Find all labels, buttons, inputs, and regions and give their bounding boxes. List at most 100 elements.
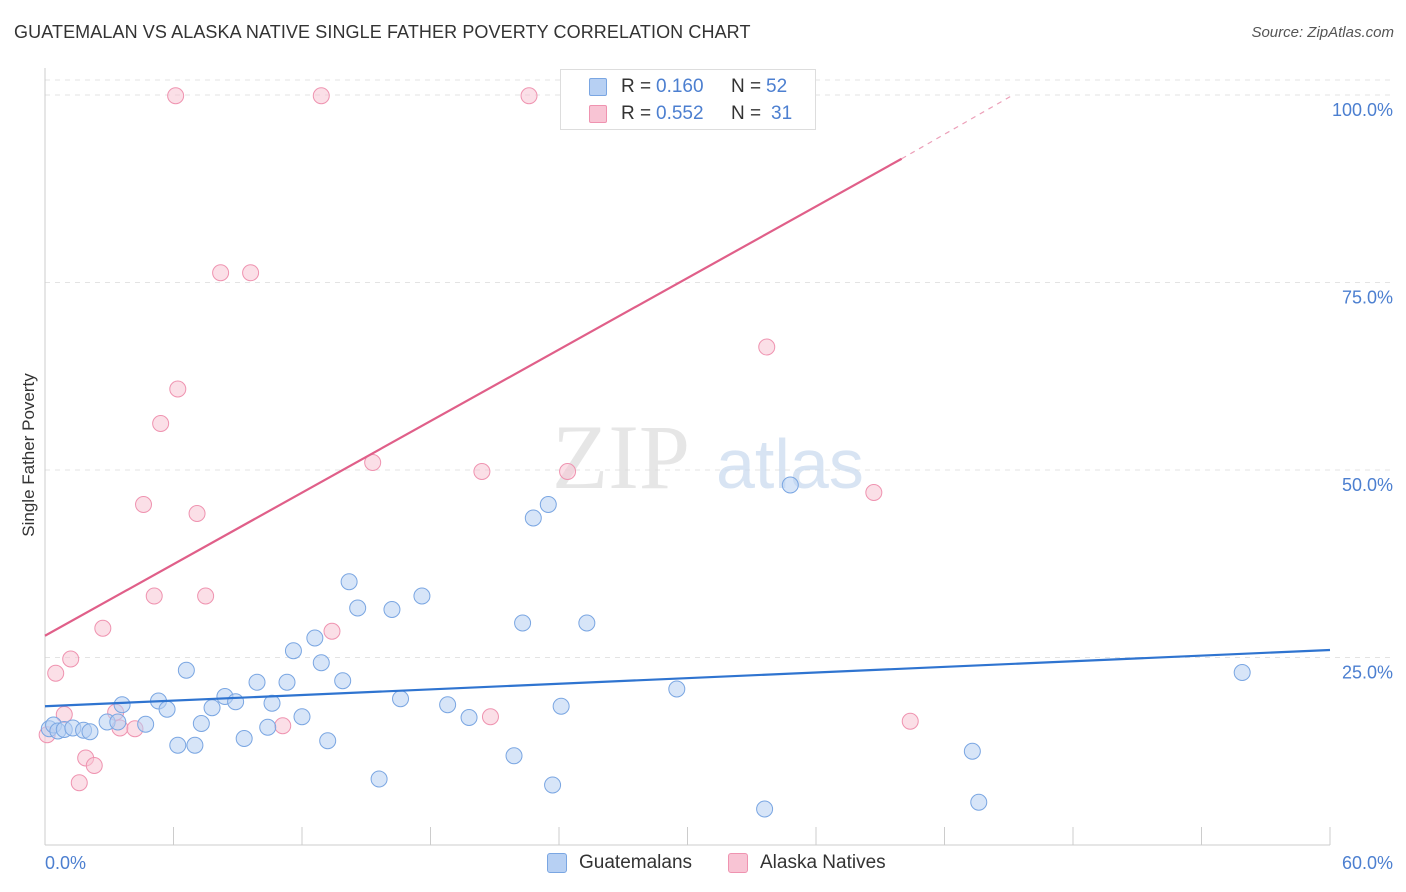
alaska-natives-swatch: [589, 105, 607, 123]
guatemalans-point: [970, 793, 988, 811]
guatemalans-point: [278, 673, 296, 691]
guatemalans-swatch: [589, 78, 607, 96]
alaska-natives-point: [242, 264, 260, 282]
guatemalans-point: [81, 723, 99, 741]
guatemalans-trend-line: [44, 648, 1331, 708]
guatemalans-legend-swatch: [547, 853, 567, 873]
guatemalans-point: [349, 599, 367, 617]
r-value: 0.160: [656, 76, 704, 97]
stats-legend: R = 0.160 N = 52 R = 0.552 N = 31: [560, 69, 816, 130]
axes: [44, 68, 1331, 846]
alaska-natives-point: [47, 664, 65, 682]
alaska-natives-point: [758, 338, 776, 356]
trend-lines: [44, 94, 1331, 708]
r-label: R =: [621, 76, 652, 97]
guatemalans-point: [186, 736, 204, 754]
chart-title: GUATEMALAN VS ALASKA NATIVE SINGLE FATHE…: [14, 22, 751, 42]
guatemalans-point: [524, 509, 542, 527]
guatemalans-point: [259, 718, 277, 736]
guatemalans-point: [340, 573, 358, 591]
alaska-natives-point: [85, 757, 103, 774]
n-value: 31: [771, 103, 793, 124]
alaska-natives-trend-extension: [901, 94, 1014, 160]
alaska-natives-point: [559, 463, 577, 480]
guatemalans-point: [177, 661, 195, 679]
guatemalans-point: [113, 696, 131, 714]
watermark-zip: ZIP: [552, 406, 690, 508]
gridlines: [45, 79, 1395, 658]
alaska-natives-point: [188, 505, 206, 522]
guatemalans-point: [552, 697, 570, 715]
watermark: ZIP atlas: [552, 406, 864, 508]
guatemalans-point: [293, 708, 311, 726]
guatemalans-point: [413, 587, 431, 605]
x-tick-label-min: 0.0%: [45, 853, 86, 873]
guatemalans-point: [227, 693, 245, 711]
n-label: N =: [731, 103, 762, 124]
alaska-natives-point: [865, 484, 883, 501]
guatemalans-point: [203, 699, 221, 717]
guatemalans-point: [514, 614, 532, 632]
alaska-natives-legend-swatch: [728, 853, 748, 873]
guatemalans-point: [963, 742, 981, 760]
guatemalans-point: [370, 770, 388, 788]
alaska-natives-point: [197, 587, 215, 605]
guatemalans-point: [392, 690, 410, 708]
guatemalans-point: [334, 672, 352, 690]
alaska-natives-point: [135, 496, 153, 513]
alaska-natives-point: [473, 463, 491, 480]
legend-label: Guatemalans: [579, 852, 693, 873]
guatemalans-point: [235, 730, 253, 747]
guatemalans-point: [439, 696, 457, 714]
alaska-natives-point: [70, 774, 88, 792]
r-value: 0.552: [656, 103, 704, 124]
guatemalans-point: [158, 700, 176, 718]
guatemalans-point: [312, 654, 330, 672]
alaska-natives-point: [167, 87, 185, 105]
y-tick-label: 100.0%: [1332, 100, 1393, 120]
guatemalans-point: [544, 776, 562, 794]
guatemalans-point: [1233, 664, 1251, 681]
n-label: N =: [731, 76, 762, 97]
alaska-natives-trend-line: [44, 157, 903, 637]
alaska-natives-point: [62, 650, 80, 668]
guatemalans-point: [781, 476, 799, 494]
source-credit: Source: ZipAtlas.com: [1251, 24, 1394, 41]
guatemalans-point: [192, 715, 210, 732]
legend-label: Alaska Natives: [760, 852, 886, 873]
guatemalans-point: [169, 736, 187, 754]
guatemalans-point: [284, 642, 302, 660]
alaska-natives-point: [169, 380, 187, 398]
alaska-natives-point: [212, 264, 230, 282]
guatemalans-point: [756, 800, 774, 818]
alaska-natives-point: [94, 619, 112, 637]
guatemalans-point: [137, 715, 155, 733]
guatemalans-point: [668, 680, 686, 698]
x-tick-label-max: 60.0%: [1342, 853, 1393, 873]
y-axis-label: Single Father Poverty: [19, 373, 38, 537]
alaska-natives-point: [145, 587, 163, 605]
alaska-natives-point: [481, 708, 499, 726]
tick-labels: 25.0% 50.0% 75.0% 100.0% 0.0% 60.0%: [45, 100, 1393, 873]
guatemalans-point: [460, 709, 478, 726]
r-label: R =: [621, 103, 652, 124]
guatemalans-point: [306, 629, 324, 647]
guatemalans-points: [40, 476, 1251, 818]
guatemalans-point: [109, 713, 127, 731]
alaska-natives-point: [152, 415, 170, 432]
guatemalans-point: [539, 496, 557, 513]
alaska-natives-point: [323, 622, 341, 640]
alaska-natives-point: [312, 87, 330, 105]
alaska-natives-point: [520, 87, 538, 105]
guatemalans-point: [319, 732, 337, 750]
guatemalans-point: [383, 601, 401, 618]
guatemalans-point: [505, 747, 523, 765]
guatemalans-point: [578, 614, 596, 632]
alaska-natives-point: [901, 712, 919, 730]
y-tick-label: 50.0%: [1342, 475, 1393, 495]
y-tick-label: 75.0%: [1342, 288, 1393, 308]
y-tick-label: 25.0%: [1342, 663, 1393, 683]
n-value: 52: [766, 76, 788, 97]
guatemalans-point: [248, 673, 266, 691]
